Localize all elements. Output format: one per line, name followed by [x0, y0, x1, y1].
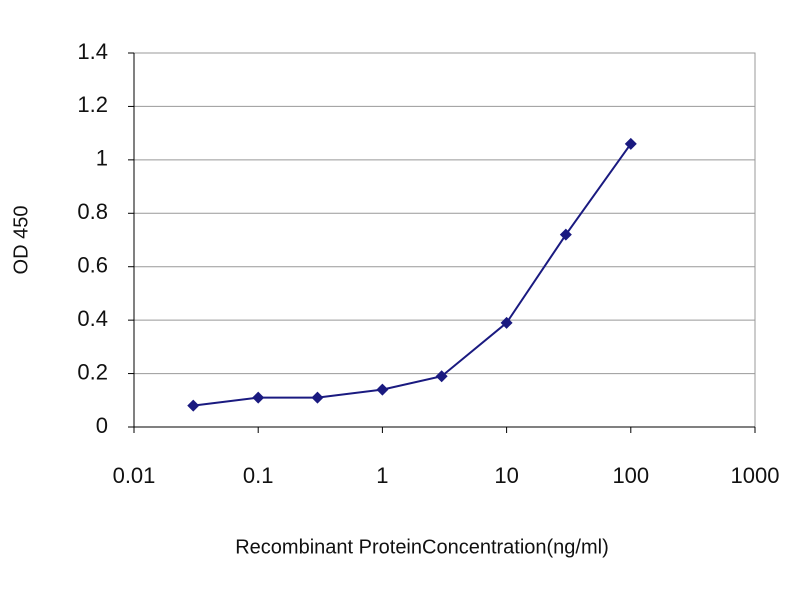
data-point — [376, 383, 389, 396]
data-line — [193, 143, 632, 407]
x-tick-label: 0.1 — [243, 463, 274, 488]
y-tick-label: 0.8 — [77, 199, 108, 224]
y-tick-label: 0 — [96, 413, 108, 438]
x-tick-label: 10 — [494, 463, 518, 488]
x-tick-label: 1 — [376, 463, 388, 488]
y-axis-label: OD 450 — [10, 206, 32, 275]
x-tick-label: 100 — [612, 463, 649, 488]
y-tick-label: 1 — [96, 146, 108, 171]
plot-area — [133, 52, 756, 428]
data-point — [311, 391, 324, 404]
data-point — [252, 391, 265, 404]
x-tick-label: 1000 — [731, 463, 780, 488]
x-axis-label: Recombinant ProteinConcentration(ng/ml) — [235, 536, 609, 558]
x-tick-label: 0.01 — [113, 463, 156, 488]
data-point — [435, 370, 448, 383]
data-point — [187, 399, 200, 412]
y-tick-label: 0.4 — [77, 306, 108, 331]
y-tick-label: 0.2 — [77, 359, 108, 384]
data-point — [500, 316, 513, 329]
y-tick-label: 0.6 — [77, 253, 108, 278]
data-point — [559, 228, 572, 241]
y-tick-label: 1.2 — [77, 92, 108, 117]
data-point — [624, 137, 637, 150]
y-tick-label: 1.4 — [77, 39, 108, 64]
